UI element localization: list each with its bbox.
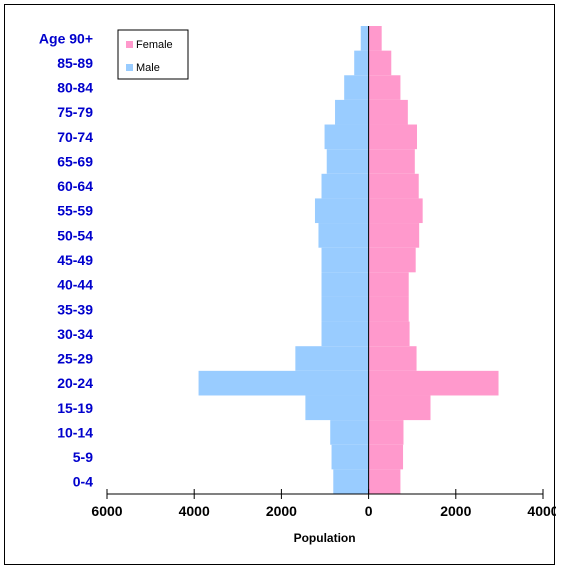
bar-male-30-34 bbox=[321, 321, 369, 347]
x-ticks-layer: 6000 4000 2000 0 2000 4000 bbox=[91, 489, 556, 519]
axes-layer bbox=[107, 26, 543, 495]
bar-female-70-74 bbox=[368, 124, 417, 150]
bar-female-80-84 bbox=[368, 75, 401, 100]
bar-female-10-14 bbox=[368, 420, 404, 445]
chart-frame: 6000 4000 2000 0 2000 4000 0-4 5-9 10-14 15-19 20… bbox=[4, 4, 556, 565]
bar-male-85-89 bbox=[354, 50, 369, 76]
bar-male-65-69 bbox=[326, 149, 369, 174]
bar-male-80-84 bbox=[344, 75, 369, 100]
bar-male-45-49 bbox=[321, 247, 369, 273]
bar-male-age-90- bbox=[360, 26, 369, 51]
legend-swatch-female bbox=[126, 41, 133, 48]
bar-male-55-59 bbox=[314, 198, 369, 224]
legend: Female Male bbox=[117, 29, 189, 80]
bar-male-35-39 bbox=[321, 296, 369, 322]
bar-female-0-4 bbox=[368, 469, 401, 494]
y-category-label: 75-79 bbox=[57, 104, 93, 120]
x-tick-label: 4000 bbox=[179, 503, 210, 519]
y-category-label: 5-9 bbox=[73, 449, 93, 465]
bar-male-5-9 bbox=[331, 444, 369, 470]
bar-female-35-39 bbox=[368, 296, 409, 322]
legend-label-male: Male bbox=[136, 62, 160, 74]
legend-swatch-male bbox=[126, 64, 133, 71]
bar-male-25-29 bbox=[295, 346, 369, 371]
bar-female-65-69 bbox=[368, 149, 415, 174]
bar-female-50-54 bbox=[368, 223, 420, 248]
bar-female-30-34 bbox=[368, 321, 410, 347]
y-category-label: 35-39 bbox=[57, 301, 93, 317]
x-tick-label: 2000 bbox=[440, 503, 471, 519]
y-category-label: 85-89 bbox=[57, 55, 93, 71]
bar-female-25-29 bbox=[368, 346, 417, 371]
bar-female-15-19 bbox=[368, 395, 431, 421]
x-tick-label: 6000 bbox=[91, 503, 122, 519]
bar-female-5-9 bbox=[368, 444, 404, 470]
bar-male-70-74 bbox=[324, 124, 369, 150]
legend-label-female: Female bbox=[136, 39, 173, 51]
y-category-label: 80-84 bbox=[57, 80, 93, 96]
bar-male-40-44 bbox=[321, 272, 369, 297]
x-axis-label: Population bbox=[294, 531, 356, 545]
y-category-label: 10-14 bbox=[57, 424, 93, 440]
bar-male-75-79 bbox=[335, 99, 369, 125]
bar-female-75-79 bbox=[368, 99, 408, 125]
bar-female-45-49 bbox=[368, 247, 416, 273]
y-category-label: 60-64 bbox=[57, 178, 93, 194]
bar-female-55-59 bbox=[368, 198, 423, 224]
bar-female-85-89 bbox=[368, 50, 392, 76]
bar-female-20-24 bbox=[368, 370, 499, 396]
y-category-labels: 0-4 5-9 10-14 15-19 20-24 25-29 30-34 35-39 40-4… bbox=[39, 30, 93, 489]
bar-female-40-44 bbox=[368, 272, 409, 297]
y-category-label: 15-19 bbox=[57, 400, 93, 416]
y-category-label: 70-74 bbox=[57, 129, 93, 145]
bar-male-60-64 bbox=[321, 173, 369, 199]
bar-male-10-14 bbox=[330, 420, 369, 445]
bar-female-60-64 bbox=[368, 173, 419, 199]
y-category-label: 25-29 bbox=[57, 351, 93, 367]
y-category-label: 65-69 bbox=[57, 153, 93, 169]
bar-male-50-54 bbox=[318, 223, 369, 248]
bar-male-20-24 bbox=[198, 370, 369, 396]
y-category-label: 40-44 bbox=[57, 277, 93, 293]
y-category-label: 55-59 bbox=[57, 203, 93, 219]
y-category-label: 0-4 bbox=[73, 474, 93, 490]
y-category-label: 30-34 bbox=[57, 326, 93, 342]
y-category-label: 45-49 bbox=[57, 252, 93, 268]
bars-layer bbox=[198, 26, 499, 494]
x-tick-label: 0 bbox=[365, 503, 373, 519]
x-tick-label: 4000 bbox=[527, 503, 556, 519]
bar-male-0-4 bbox=[333, 469, 369, 494]
y-category-label: Age 90+ bbox=[39, 30, 93, 46]
bar-male-15-19 bbox=[305, 395, 369, 421]
x-tick-label: 2000 bbox=[266, 503, 297, 519]
bar-female-age-90- bbox=[368, 26, 382, 51]
y-category-label: 50-54 bbox=[57, 227, 93, 243]
population-pyramid-chart: 6000 4000 2000 0 2000 4000 0-4 5-9 10-14 15-19 20… bbox=[39, 26, 556, 545]
y-category-label: 20-24 bbox=[57, 375, 93, 391]
